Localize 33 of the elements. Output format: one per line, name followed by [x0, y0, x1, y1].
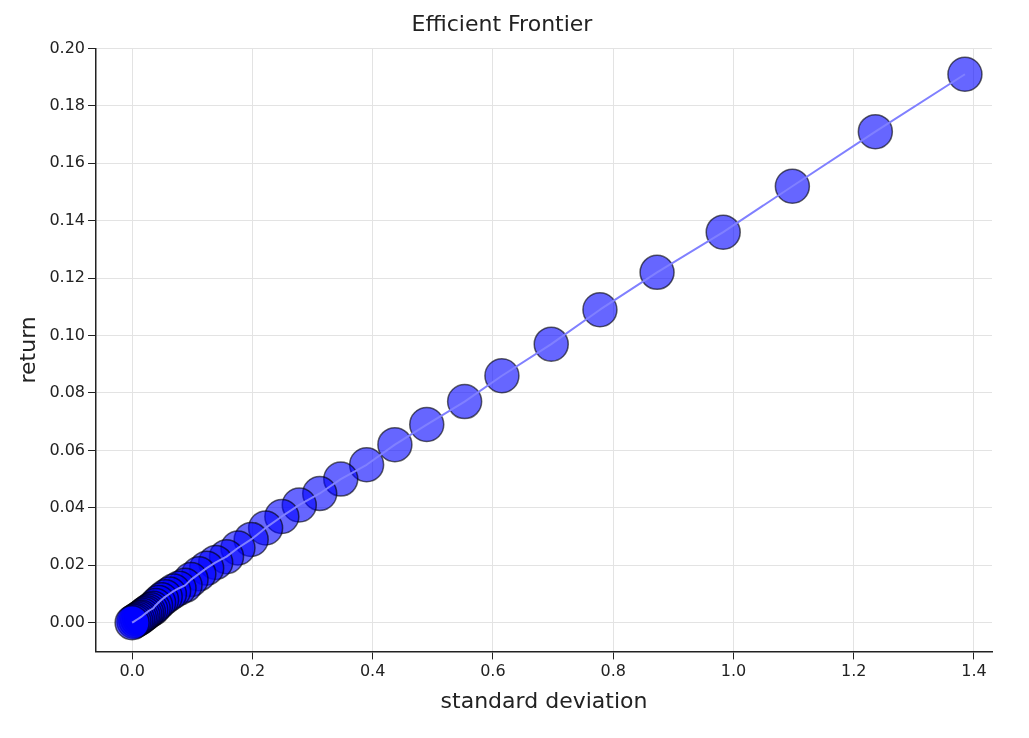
x-tick-label: 0.6: [480, 661, 506, 681]
y-axis-title: return: [14, 316, 40, 384]
point: [377, 426, 413, 463]
x-axis-title: standard deviation: [440, 687, 648, 713]
point: [774, 168, 811, 204]
point: [582, 291, 618, 328]
y-tick-label: 0.10: [49, 324, 86, 344]
x-tick-label: 0.2: [239, 661, 266, 681]
x-tick-label: 1.0: [720, 661, 747, 681]
point: [409, 406, 445, 443]
point: [446, 383, 483, 420]
x-tick-label: 0.8: [600, 661, 626, 681]
y-tick-label: 0.02: [49, 554, 86, 574]
x-tick-label: 0.0: [119, 661, 145, 681]
y-tick-label: 0.16: [49, 152, 86, 172]
x-tick-label: 1.4: [961, 661, 987, 681]
point: [947, 56, 983, 92]
x-tick-label: 0.4: [359, 661, 386, 681]
y-tick-label: 0.12: [49, 267, 86, 287]
point: [857, 113, 894, 150]
y-tick-label: 0.08: [49, 382, 86, 402]
y-tick-label: 0.04: [49, 496, 86, 516]
point: [533, 326, 569, 362]
point: [484, 357, 520, 394]
y-tick-label: 0.00: [49, 611, 86, 631]
point: [705, 214, 741, 250]
y-tick-label: 0.20: [49, 37, 86, 57]
y-tick-label: 0.18: [49, 94, 86, 114]
y-tick-label: 0.14: [49, 209, 86, 229]
y-tick-label: 0.06: [49, 439, 86, 459]
point: [639, 254, 675, 291]
x-tick-label: 1.2: [840, 661, 867, 681]
chart-title: Efficient Frontier: [411, 10, 594, 36]
